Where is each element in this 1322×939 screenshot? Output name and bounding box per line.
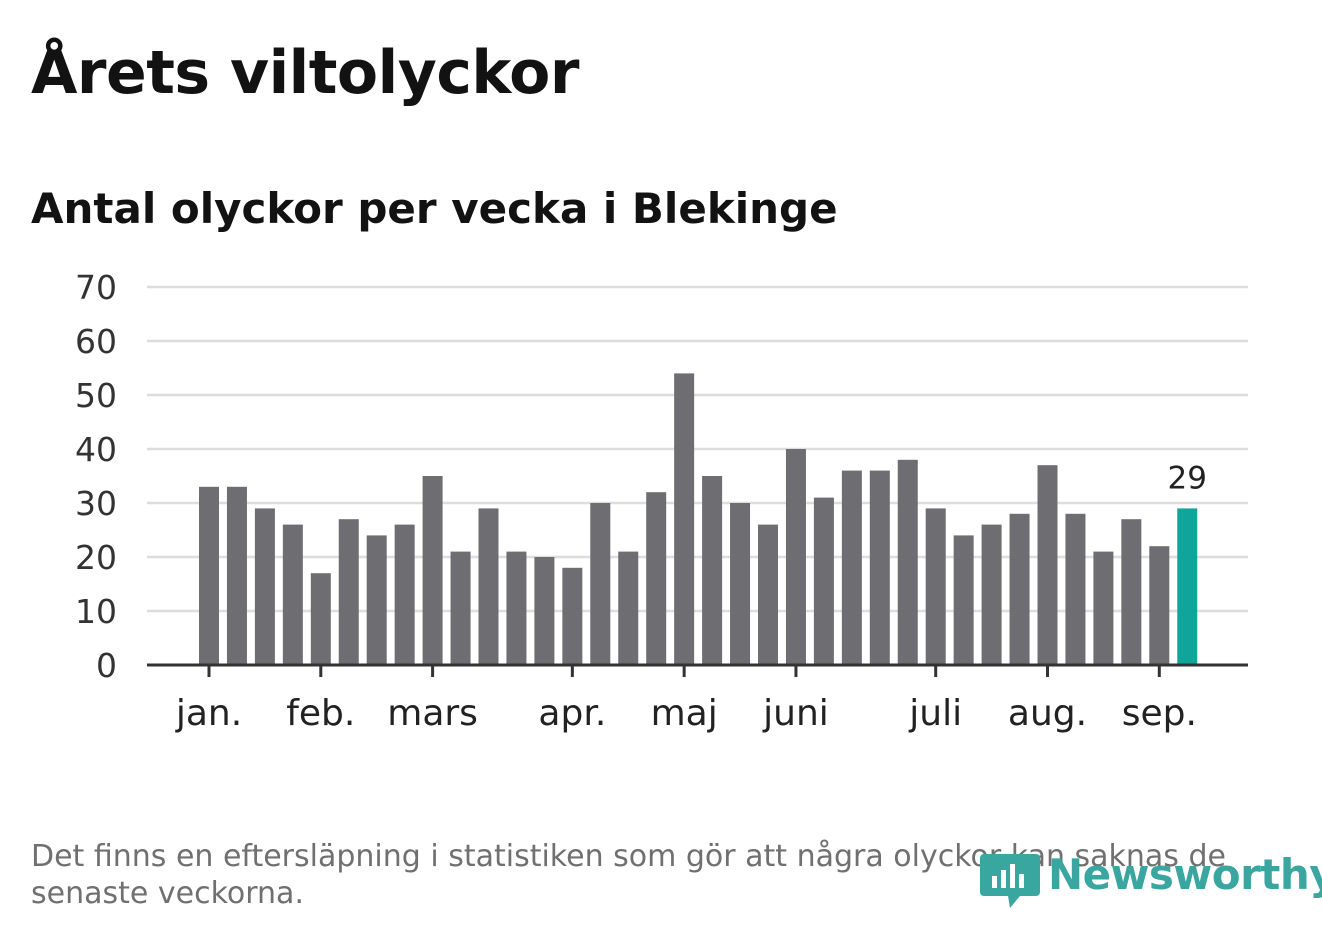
newsworthy-logo: Newsworthy	[980, 848, 1322, 914]
bar	[1065, 513, 1086, 665]
bar	[310, 573, 331, 665]
bar	[981, 524, 1002, 665]
chart-subtitle: Antal olyckor per vecka i Blekinge	[31, 184, 838, 233]
bars	[199, 373, 1198, 665]
bar	[394, 524, 415, 665]
data-label-current-week: 29	[1168, 460, 1207, 496]
bar	[702, 476, 723, 665]
bar	[813, 497, 834, 665]
y-tick-label: 30	[75, 484, 117, 523]
bar	[730, 503, 751, 665]
bar	[1149, 546, 1170, 665]
y-tick-label: 0	[96, 646, 117, 685]
chart-title: Årets viltolyckor	[31, 38, 580, 108]
bar	[338, 519, 359, 665]
grid-lines	[147, 285, 1248, 613]
x-tick-label: juni	[762, 693, 829, 734]
bar	[869, 470, 890, 665]
bar-current-week	[1177, 508, 1198, 665]
newsworthy-logo-icon	[980, 854, 1040, 908]
bar	[422, 476, 443, 665]
bar	[841, 470, 862, 665]
y-tick-label: 50	[75, 376, 117, 415]
bar	[674, 373, 695, 665]
bar	[199, 486, 219, 665]
bar	[226, 486, 247, 665]
x-tick-label: mars	[387, 693, 478, 734]
bar	[1121, 519, 1142, 665]
bar	[562, 567, 583, 665]
x-tick-label: juli	[908, 693, 962, 734]
x-tick-label: sep.	[1122, 693, 1197, 734]
bar	[478, 508, 499, 665]
x-tick-label: apr.	[538, 693, 606, 734]
bar	[897, 459, 918, 665]
bar	[254, 508, 275, 665]
bar	[506, 551, 527, 665]
bar	[366, 535, 387, 665]
y-tick-label: 10	[75, 592, 117, 631]
bar	[1037, 465, 1058, 665]
y-tick-label: 70	[75, 268, 117, 307]
bar	[282, 524, 303, 665]
x-tick-label: jan.	[175, 693, 242, 734]
y-tick-label: 60	[75, 322, 117, 361]
x-tick-label: feb.	[286, 693, 355, 734]
x-axis-ticks: jan. feb. mars apr. maj juni juli aug. sep.	[175, 665, 1197, 734]
bar	[1009, 513, 1030, 665]
x-tick-label: aug.	[1008, 693, 1087, 734]
bar	[1093, 551, 1114, 665]
bar	[953, 535, 974, 665]
x-tick-label: maj	[651, 693, 718, 734]
bar	[450, 551, 471, 665]
data-labels: 29	[1168, 460, 1207, 496]
bar	[758, 524, 778, 665]
y-tick-label: 20	[75, 538, 117, 577]
bar	[590, 503, 611, 665]
bar	[646, 492, 667, 665]
y-axis-ticks: 0 10 20 30 40 50 60 70	[75, 268, 117, 685]
newsworthy-logo-text: Newsworthy	[1048, 850, 1322, 899]
y-tick-label: 40	[75, 430, 117, 469]
bar	[925, 508, 946, 665]
bar	[785, 449, 806, 665]
bar	[534, 557, 555, 665]
bar	[618, 551, 639, 665]
